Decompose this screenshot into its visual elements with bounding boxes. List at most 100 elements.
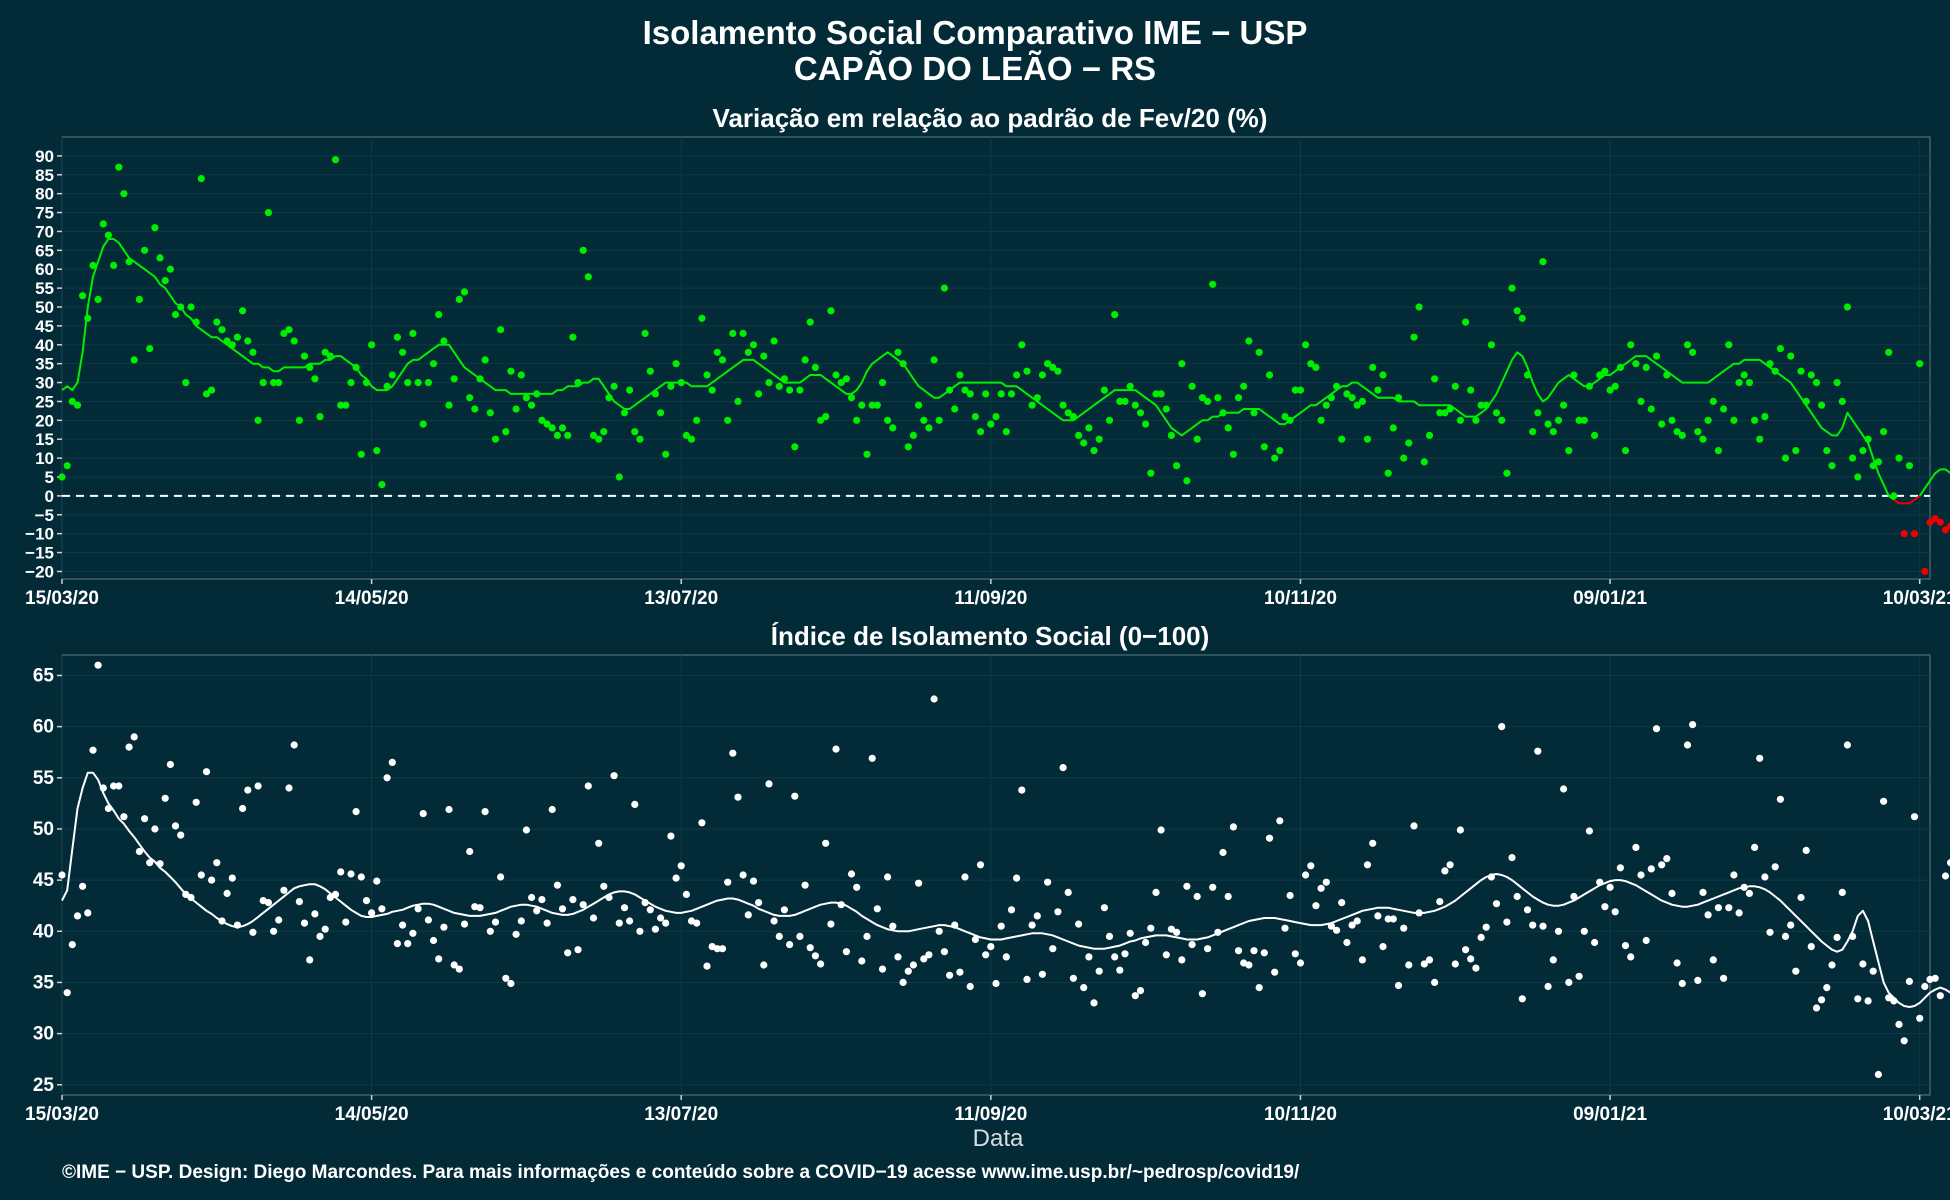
data-point — [1178, 956, 1186, 964]
data-point — [1720, 405, 1728, 413]
data-point — [1544, 420, 1552, 428]
data-point — [1312, 902, 1320, 910]
data-point — [455, 295, 463, 303]
data-point — [491, 435, 500, 443]
data-point — [1317, 416, 1325, 424]
data-point — [564, 431, 572, 439]
data-point — [1936, 518, 1944, 526]
data-point — [1838, 888, 1846, 897]
data-point — [1007, 390, 1016, 398]
data-point — [63, 462, 71, 470]
data-point — [1833, 933, 1841, 942]
data-point — [512, 405, 520, 413]
data-point — [853, 416, 861, 424]
data-point — [1596, 878, 1604, 886]
data-point — [311, 375, 319, 383]
x-tick-label: 13/07/20 — [644, 588, 718, 609]
figure-title-line1: Isolamento Social Comparativo IME − USP — [643, 14, 1308, 51]
data-point — [1059, 764, 1067, 772]
data-point — [517, 371, 525, 379]
data-point — [1369, 839, 1377, 847]
data-point — [1183, 882, 1191, 890]
data-point — [1167, 925, 1175, 933]
data-point — [1142, 420, 1150, 428]
data-point — [1126, 929, 1134, 937]
data-point — [1333, 382, 1341, 390]
data-point — [1859, 447, 1867, 455]
data-point — [1173, 928, 1181, 936]
data-point — [1864, 435, 1872, 443]
data-point — [1663, 371, 1671, 379]
data-point — [1167, 431, 1175, 439]
data-point — [677, 379, 685, 387]
data-point — [1214, 928, 1222, 936]
data-point — [858, 957, 866, 965]
data-point — [1673, 428, 1681, 436]
data-point — [218, 326, 226, 334]
data-point — [362, 897, 371, 905]
data-point — [1302, 341, 1310, 349]
data-point — [1482, 401, 1490, 409]
data-point — [1647, 405, 1655, 413]
data-point — [646, 906, 654, 914]
data-point — [1498, 416, 1506, 424]
data-point — [1704, 416, 1712, 424]
data-point — [1689, 721, 1697, 729]
data-point — [1446, 861, 1454, 869]
data-point — [486, 409, 494, 417]
x-tick-label: 14/05/20 — [335, 1104, 409, 1125]
data-point — [662, 919, 670, 927]
data-point — [548, 805, 556, 814]
data-point — [1544, 982, 1552, 991]
data-point — [1591, 431, 1599, 439]
data-point — [1570, 892, 1578, 901]
data-point — [1885, 994, 1893, 1002]
data-point — [429, 936, 438, 945]
data-point — [171, 822, 180, 830]
y-tick-label: 80 — [35, 185, 54, 204]
data-point — [718, 945, 727, 953]
data-point — [796, 386, 804, 394]
data-point — [1642, 936, 1650, 945]
data-point — [832, 745, 840, 753]
data-point — [1255, 348, 1263, 356]
data-point — [1462, 946, 1470, 954]
data-point — [1601, 903, 1609, 911]
data-point — [884, 416, 892, 424]
y-tick-label: 0 — [45, 487, 54, 506]
data-point — [1549, 956, 1557, 964]
data-point — [1926, 518, 1934, 526]
y-tick-label: 15 — [35, 430, 54, 449]
data-point — [589, 431, 598, 439]
data-point — [966, 390, 974, 398]
data-point — [208, 876, 216, 884]
data-point — [1064, 409, 1072, 417]
data-point — [646, 367, 654, 375]
data-point — [1338, 899, 1346, 907]
data-point — [285, 784, 293, 792]
data-point — [1931, 515, 1939, 523]
data-point — [383, 382, 391, 390]
data-point — [1111, 953, 1119, 961]
data-point — [982, 390, 990, 398]
data-point — [946, 971, 954, 979]
data-point — [1647, 865, 1655, 873]
data-point — [177, 303, 185, 311]
data-point — [481, 356, 489, 364]
data-point — [780, 906, 789, 914]
data-point — [909, 431, 918, 439]
data-point — [1147, 924, 1155, 932]
data-point — [1730, 416, 1738, 424]
data-point — [1807, 943, 1815, 951]
data-point — [1436, 409, 1444, 417]
data-point — [1580, 927, 1588, 935]
data-point — [481, 808, 489, 816]
data-point — [1271, 968, 1279, 976]
data-point — [786, 941, 794, 949]
data-point — [331, 156, 340, 164]
data-point — [806, 318, 814, 326]
data-point — [1771, 367, 1779, 375]
x-tick-label: 10/03/21 — [1883, 1104, 1950, 1125]
data-point — [1080, 984, 1088, 992]
